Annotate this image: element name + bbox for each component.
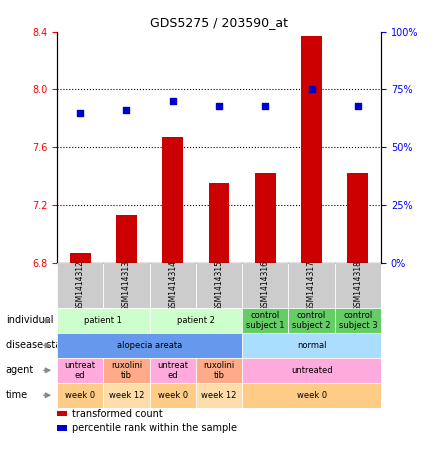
Text: untreated: untreated bbox=[291, 366, 332, 375]
Text: week 12: week 12 bbox=[109, 391, 144, 400]
Text: disease state: disease state bbox=[6, 340, 71, 351]
Text: normal: normal bbox=[297, 341, 326, 350]
Text: ruxolini
tib: ruxolini tib bbox=[203, 361, 235, 380]
Point bbox=[308, 86, 315, 93]
Text: GSM1414314: GSM1414314 bbox=[168, 260, 177, 311]
Text: control
subject 2: control subject 2 bbox=[292, 311, 331, 330]
Point bbox=[354, 102, 361, 109]
Text: GDS5275 / 203590_at: GDS5275 / 203590_at bbox=[150, 16, 288, 29]
Bar bbox=[162, 137, 183, 263]
Text: GSM1414317: GSM1414317 bbox=[307, 260, 316, 311]
Text: agent: agent bbox=[6, 365, 34, 376]
Text: patient 1: patient 1 bbox=[84, 316, 122, 325]
Bar bbox=[57, 425, 67, 430]
Bar bbox=[301, 36, 322, 263]
Text: GSM1414318: GSM1414318 bbox=[353, 260, 362, 311]
Text: week 12: week 12 bbox=[201, 391, 237, 400]
Bar bbox=[70, 253, 91, 263]
Text: untreat
ed: untreat ed bbox=[157, 361, 188, 380]
Text: GSM1414313: GSM1414313 bbox=[122, 260, 131, 311]
Bar bbox=[208, 183, 230, 263]
Text: ruxolini
tib: ruxolini tib bbox=[111, 361, 142, 380]
Bar bbox=[255, 173, 276, 263]
Point bbox=[215, 102, 223, 109]
Text: GSM1414312: GSM1414312 bbox=[76, 260, 85, 311]
Point bbox=[77, 109, 84, 116]
Bar bbox=[57, 411, 67, 416]
Text: control
subject 1: control subject 1 bbox=[246, 311, 285, 330]
Text: week 0: week 0 bbox=[65, 391, 95, 400]
Text: time: time bbox=[6, 390, 28, 400]
Bar bbox=[347, 173, 368, 263]
Text: percentile rank within the sample: percentile rank within the sample bbox=[71, 423, 237, 433]
Point bbox=[123, 106, 130, 114]
Text: GSM1414315: GSM1414315 bbox=[215, 260, 223, 311]
Text: transformed count: transformed count bbox=[71, 409, 162, 419]
Text: week 0: week 0 bbox=[158, 391, 188, 400]
Text: GSM1414316: GSM1414316 bbox=[261, 260, 270, 311]
Bar bbox=[116, 215, 137, 263]
Text: patient 2: patient 2 bbox=[177, 316, 215, 325]
Text: alopecia areata: alopecia areata bbox=[117, 341, 182, 350]
Text: individual: individual bbox=[6, 315, 53, 326]
Text: untreat
ed: untreat ed bbox=[64, 361, 95, 380]
Point bbox=[262, 102, 269, 109]
Text: week 0: week 0 bbox=[297, 391, 327, 400]
Text: control
subject 3: control subject 3 bbox=[339, 311, 377, 330]
Point bbox=[169, 97, 176, 105]
